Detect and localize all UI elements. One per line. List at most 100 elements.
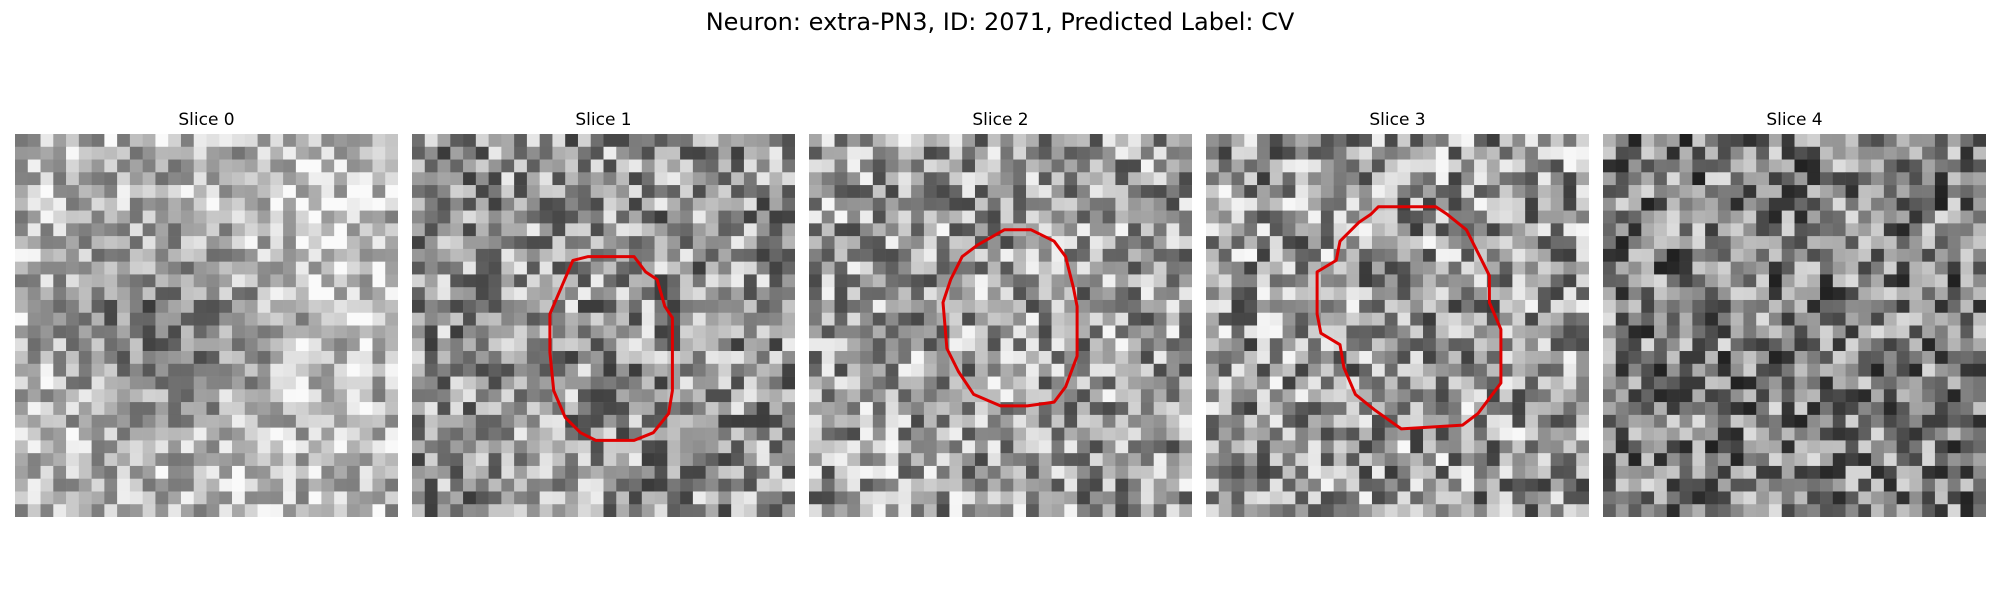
pixel-cell [1550, 402, 1564, 416]
pixel-cell [898, 414, 912, 428]
pixel-cell [1871, 223, 1885, 237]
pixel-cell [1320, 172, 1334, 186]
pixel-cell [53, 402, 67, 416]
pixel-cell [1550, 134, 1564, 148]
pixel-cell [104, 223, 118, 237]
pixel-cell [590, 338, 604, 352]
pixel-cell [731, 427, 745, 441]
pixel-cell [667, 299, 681, 314]
pixel-cell [142, 312, 156, 326]
pixel-cell [834, 478, 848, 492]
pixel-cell [962, 134, 976, 148]
pixel-cell [987, 210, 1001, 224]
pixel-cell [180, 402, 195, 416]
pixel-cell [847, 338, 861, 352]
pixel-cell [923, 414, 937, 428]
pixel-cell [1013, 197, 1027, 211]
pixel-cell [91, 491, 105, 505]
pixel-cell [1179, 389, 1192, 403]
pixel-cell [1089, 172, 1103, 186]
pixel-cell [1013, 210, 1027, 224]
pixel-cell [987, 197, 1001, 211]
pixel-cell [155, 325, 169, 339]
pixel-cell [756, 312, 770, 326]
pixel-cell [1781, 325, 1795, 339]
pixel-cell [1537, 172, 1551, 186]
pixel-cell [1512, 351, 1526, 365]
pixel-cell [1474, 146, 1488, 160]
pixel-cell [283, 351, 297, 365]
pixel-cell [40, 414, 54, 428]
pixel-cell [1858, 146, 1872, 160]
pixel-cell [1960, 134, 1974, 148]
pixel-cell [1026, 478, 1040, 492]
pixel-cell [1550, 172, 1564, 186]
pixel-cell [104, 491, 118, 505]
pixel-cell [1717, 274, 1731, 288]
pixel-cell [731, 351, 745, 365]
pixel-cell [488, 440, 502, 454]
pixel-cell [872, 351, 886, 365]
pixel-cell [1257, 299, 1271, 314]
pixel-cell [488, 453, 502, 467]
pixel-cell [1615, 172, 1629, 186]
pixel-cell [809, 414, 823, 428]
pixel-cell [232, 134, 246, 148]
pixel-cell [1705, 351, 1719, 365]
pixel-cell [1883, 197, 1897, 211]
pixel-cell [1525, 402, 1539, 416]
pixel-cell [155, 402, 169, 416]
pixel-cell [1206, 172, 1220, 186]
pixel-cell [1845, 197, 1859, 211]
pixel-cell [27, 159, 41, 173]
pixel-cell [1000, 248, 1014, 262]
pixel-cell [1705, 312, 1719, 326]
pixel-cell [962, 440, 976, 454]
pixel-cell [1615, 440, 1629, 454]
pixel-cell [1563, 261, 1577, 275]
pixel-cell [1730, 274, 1744, 288]
pixel-cell [847, 465, 861, 479]
pixel-cell [1474, 134, 1488, 148]
pixel-cell [475, 210, 489, 224]
pixel-cell [1820, 159, 1834, 173]
pixel-cell [949, 159, 963, 173]
pixel-cell [129, 465, 143, 479]
pixel-cell [743, 491, 757, 505]
pixel-cell [1397, 414, 1411, 428]
pixel-cell [372, 376, 386, 390]
pixel-cell [1896, 134, 1910, 148]
pixel-cell [91, 210, 105, 224]
pixel-cell [40, 312, 54, 326]
pixel-cell [1947, 440, 1961, 454]
pixel-cell [1371, 427, 1386, 441]
pixel-cell [180, 185, 195, 199]
pixel-cell [385, 453, 398, 467]
pixel-cell [475, 197, 489, 211]
pixel-cell [974, 299, 989, 314]
pixel-cell [155, 338, 169, 352]
pixel-cell [53, 478, 67, 492]
pixel-cell [936, 274, 950, 288]
pixel-cell [66, 504, 80, 517]
pixel-cell [1051, 453, 1065, 467]
pixel-cell [1333, 299, 1347, 314]
pixel-cell [385, 197, 398, 211]
pixel-cell [283, 465, 297, 479]
pixel-cell [949, 223, 963, 237]
pixel-cell [232, 325, 246, 339]
pixel-cell [923, 363, 937, 377]
pixel-cell [1628, 427, 1642, 441]
pixel-cell [180, 351, 195, 365]
pixel-cell [680, 274, 694, 288]
pixel-cell [1051, 210, 1065, 224]
pixel-cell [1871, 261, 1885, 275]
pixel-cell [1858, 248, 1872, 262]
pixel-cell [1922, 223, 1936, 237]
pixel-cell [1269, 134, 1283, 148]
pixel-cell [1563, 504, 1577, 517]
pixel-cell [1858, 504, 1872, 517]
pixel-cell [1743, 172, 1757, 186]
pixel-cell [1051, 465, 1065, 479]
pixel-cell [539, 427, 553, 441]
